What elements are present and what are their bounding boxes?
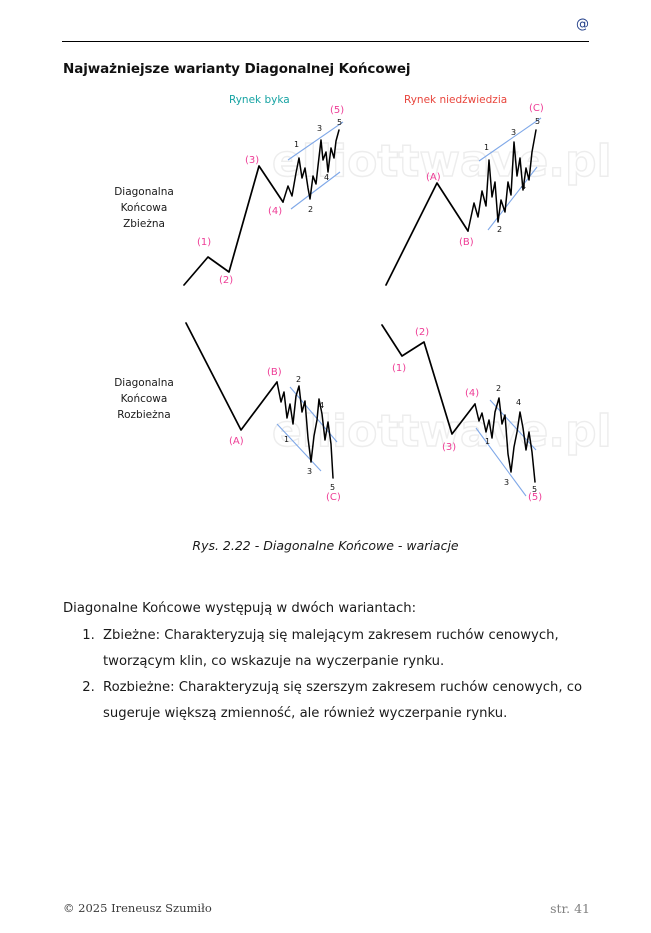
price-line-main [381,324,476,435]
column-header-bear: Rynek niedźwiedzia [404,94,507,106]
panel-bull-convergent: (1) (2) (3) (4) (5) 1 2 3 4 5 [183,105,344,286]
price-line-diagonal [282,129,340,203]
subwave-label-2: 2 [496,384,501,393]
subwave-label-1: 1 [294,140,299,149]
degree-label-4: (4) [268,206,282,217]
degree-label-2: (2) [415,327,429,338]
degree-label-b: (B) [267,367,282,378]
guide-line-upper [287,121,344,161]
degree-label-3: (3) [245,155,259,166]
degree-label-1: (1) [197,237,211,248]
subwave-label-4: 4 [319,401,324,410]
column-header-bull: Rynek byka [229,94,290,106]
subwave-label-3: 3 [307,467,312,476]
row-label-convergent: Diagonalna Końcowa Zbieżna [114,186,174,230]
svg-text:Rozbieżna: Rozbieżna [117,409,170,421]
panel-bear-convergent: (A) (B) (C) 1 2 3 4 5 [385,103,544,286]
body-intro: Diagonalne Końcowe występują w dwóch war… [63,601,417,616]
degree-label-c: (C) [529,103,544,114]
subwave-label-5: 5 [330,483,335,492]
page-header: @ [62,18,589,42]
figure-svg: elliottwave.pl elliottwave.pl Rynek byka… [114,94,612,503]
subwave-label-5: 5 [532,485,537,494]
subwave-label-4: 4 [521,182,526,191]
guide-line-lower [290,171,341,210]
subwave-label-3: 3 [504,478,509,487]
guide-line-lower [276,423,322,472]
svg-text:Zbieżna: Zbieżna [123,218,165,230]
degree-label-2: (2) [219,275,233,286]
svg-text:Końcowa: Końcowa [121,202,168,214]
degree-label-a: (A) [426,172,441,183]
price-line-diagonal [276,381,334,479]
degree-label-3: (3) [442,442,456,453]
degree-label-b: (B) [459,237,474,248]
watermark-top: elliottwave.pl [272,136,612,187]
subwave-label-4: 4 [324,173,329,182]
figure-diagonal-variants: elliottwave.pl elliottwave.pl Rynek byka… [0,86,651,526]
guide-line-lower [475,427,527,497]
body-text: Diagonalne Końcowe występują w dwóch war… [63,596,593,727]
degree-label-c: (C) [326,492,341,503]
body-list: Zbieżne: Charakteryzują się malejącym za… [63,623,593,727]
price-line-main [185,322,278,431]
subwave-label-3: 3 [317,124,322,133]
list-item: Rozbieżne: Charakteryzują się szerszym z… [99,675,593,727]
row-label-divergent: Diagonalna Końcowa Rozbieżna [114,377,174,421]
header-divider [62,41,589,42]
figure-caption: Rys. 2.22 - Diagonalne Końcowe - wariacj… [192,538,459,553]
subwave-label-3: 3 [511,128,516,137]
subwave-label-5: 5 [535,117,540,126]
guide-line-upper [489,399,537,451]
degree-label-4: (4) [465,388,479,399]
svg-text:Końcowa: Końcowa [121,393,168,405]
list-item: Zbieżne: Charakteryzują się malejącym za… [99,623,593,675]
price-line-main [183,165,284,286]
subwave-label-4: 4 [516,398,521,407]
subwave-label-1: 1 [484,143,489,152]
degree-label-5: (5) [330,105,344,116]
panel-divergent-abc: (A) (B) (C) 1 2 3 4 5 [185,322,341,503]
subwave-label-1: 1 [284,435,289,444]
subwave-label-5: 5 [337,118,342,127]
svg-text:Diagonalna: Diagonalna [114,186,174,198]
degree-label-a: (A) [229,436,244,447]
subwave-label-2: 2 [308,205,313,214]
footer-copyright: © 2025 Ireneusz Szumiło [63,901,212,915]
price-line-diagonal [467,129,537,232]
panel-divergent-impulse: (1) (2) (3) (4) (5) 1 2 3 4 5 [381,324,542,503]
subwave-label-2: 2 [497,225,502,234]
footer-page-number: str. 41 [550,901,590,916]
price-line-main [385,182,469,286]
page-title: Najważniejsze warianty Diagonalnej Końco… [63,61,411,78]
subwave-label-2: 2 [296,375,301,384]
at-icon: @ [576,17,589,32]
subwave-label-1: 1 [485,437,490,446]
degree-label-1: (1) [392,363,406,374]
svg-text:Diagonalna: Diagonalna [114,377,174,389]
price-line-diagonal [474,397,536,483]
guide-line-upper [478,117,542,162]
degree-label-5: (5) [528,492,542,503]
